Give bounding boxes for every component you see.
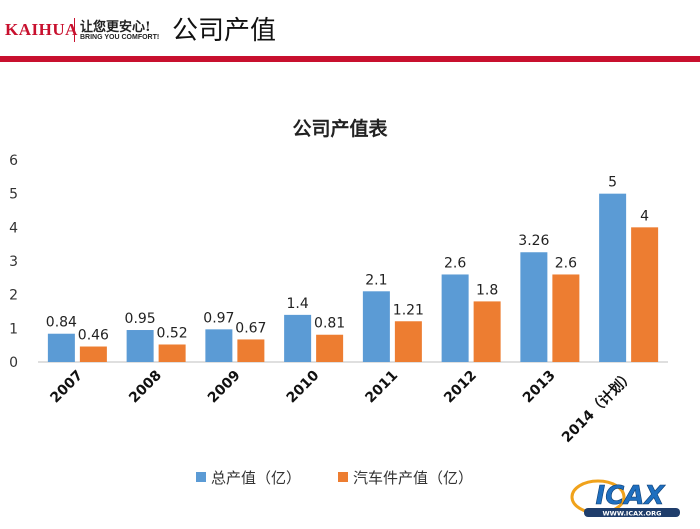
data-label: 0.52	[157, 325, 188, 341]
logo-divider	[74, 18, 75, 42]
x-tick-label: 2012	[441, 368, 480, 407]
data-label: 2.6	[555, 255, 577, 271]
slogan-english: BRING YOU COMFORT!	[80, 34, 160, 41]
legend-swatch-auto-parts-output	[338, 472, 348, 482]
data-label: 0.81	[314, 316, 345, 332]
y-tick-label: 2	[9, 288, 18, 304]
x-tick-label: 2008	[126, 368, 165, 407]
badge-subtext: WWW.ICAX.ORG	[602, 510, 661, 518]
bar-auto-parts-output	[473, 301, 501, 362]
bar-total-output	[126, 330, 154, 362]
badge-text: ICAX	[596, 481, 667, 511]
data-label: 5	[608, 175, 617, 191]
y-tick-label: 4	[9, 220, 18, 236]
bar-total-output	[47, 333, 75, 362]
x-axis: 2007 2008 2009 2010 2011 2012 2013 2014（计划）	[47, 367, 637, 446]
page-title: 公司产值	[172, 16, 277, 46]
bar-auto-parts-output	[631, 227, 659, 362]
x-tick-label: 2013	[520, 368, 559, 407]
bar-auto-parts-output	[394, 321, 422, 362]
x-tick-label: 2007	[47, 368, 86, 407]
brand-name: KAIHUA	[5, 20, 78, 39]
chart-title: 公司产值表	[292, 117, 388, 140]
bar-total-output	[284, 314, 312, 362]
data-label: 3.26	[518, 233, 549, 249]
data-label: 1.8	[476, 282, 498, 298]
bar-auto-parts-output	[237, 339, 265, 362]
legend-swatch-total-output	[196, 472, 206, 482]
y-tick-label: 1	[9, 321, 18, 337]
bar-chart: 公司产值表 0 1 2 3 4 5 6 0.840.46 0.950.52 0.970.67 1.…	[9, 117, 668, 487]
data-label: 2.1	[365, 272, 387, 288]
legend-label: 总产值（亿）	[211, 469, 301, 487]
chart-area: 公司产值表 0 1 2 3 4 5 6 0.84 0.46 0.95 0.52 0.97 0.67 1.…	[0, 62, 700, 525]
y-axis: 0 1 2 3 4 5 6	[9, 153, 18, 371]
header: KAIHUA 让您更安心! BRING YOU COMFORT! 公司产值	[0, 0, 700, 62]
badge-strip	[584, 508, 680, 517]
x-tick-label: 2014（计划）	[558, 367, 637, 446]
legend-label: 汽车件产值（亿）	[353, 469, 473, 487]
x-tick-label: 2011	[362, 368, 401, 407]
bar-total-output	[205, 329, 233, 362]
bar-total-output	[599, 193, 627, 362]
data-label: 0.46	[78, 328, 109, 344]
data-label: 1.4	[286, 296, 308, 312]
slogan-chinese: 让您更安心!	[80, 20, 151, 35]
x-tick-label: 2010	[284, 367, 323, 406]
bar-auto-parts-output	[79, 346, 107, 362]
data-label: 4	[640, 208, 649, 224]
y-tick-label: 5	[9, 187, 18, 203]
y-tick-label: 6	[9, 153, 18, 169]
data-label: 0.95	[125, 311, 156, 327]
y-tick-label: 3	[9, 254, 18, 270]
y-tick-label: 0	[9, 355, 18, 371]
bar-auto-parts-output	[316, 334, 344, 362]
data-label: 0.67	[235, 320, 266, 336]
legend: 总产值（亿） 汽车件产值（亿）	[196, 469, 473, 487]
x-tick-label: 2009	[205, 368, 244, 407]
bar-auto-parts-output	[158, 344, 186, 362]
header-divider	[0, 56, 700, 62]
bar-total-output	[520, 252, 548, 362]
company-logo: KAIHUA 让您更安心! BRING YOU COMFORT!	[5, 16, 160, 46]
data-label: 0.84	[46, 315, 77, 331]
watermark-badge: ICAX WWW.ICAX.ORG	[568, 473, 690, 519]
bar-auto-parts-output	[552, 274, 580, 362]
data-label: 2.6	[444, 255, 466, 271]
bars: 0.840.46 0.950.52 0.970.67 1.4 0.81 2.1 1.21 2.…	[46, 175, 659, 362]
data-label: 1.21	[393, 302, 424, 318]
data-label: 0.97	[203, 310, 234, 326]
bar-total-output	[362, 291, 390, 362]
bar-total-output	[441, 274, 469, 362]
